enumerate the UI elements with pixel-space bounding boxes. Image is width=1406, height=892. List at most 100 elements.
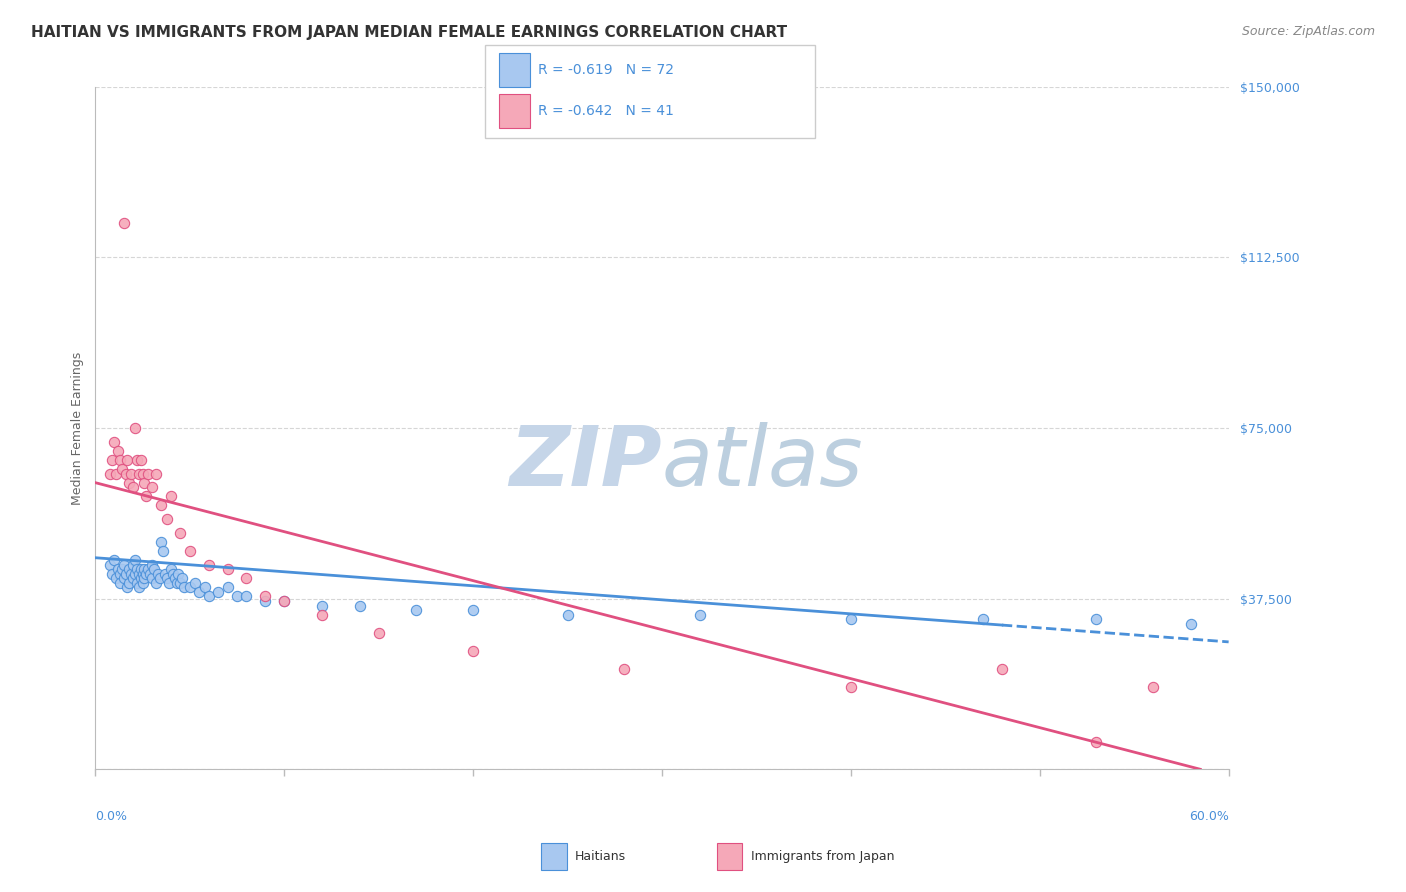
Point	[167, 566, 190, 581]
Point	[217, 562, 239, 576]
Point	[405, 603, 427, 617]
Point	[254, 590, 277, 604]
Point	[207, 585, 229, 599]
Point	[117, 453, 139, 467]
Point	[124, 566, 146, 581]
Point	[197, 558, 219, 572]
Text: ZIP: ZIP	[509, 422, 662, 503]
Point	[125, 453, 148, 467]
Point	[129, 453, 152, 467]
Point	[125, 575, 148, 590]
Point	[134, 475, 156, 490]
Point	[194, 580, 217, 594]
Point	[103, 434, 125, 449]
Point	[122, 571, 145, 585]
Point	[101, 566, 124, 581]
Point	[105, 571, 128, 585]
Point	[134, 571, 156, 585]
Point	[108, 566, 131, 581]
Point	[1085, 612, 1108, 626]
Point	[613, 662, 636, 676]
Point	[131, 467, 153, 481]
Point	[107, 443, 129, 458]
Point	[179, 580, 201, 594]
Point	[122, 558, 145, 572]
Point	[141, 558, 163, 572]
Point	[103, 553, 125, 567]
Point	[125, 562, 148, 576]
Y-axis label: Median Female Earnings: Median Female Earnings	[72, 351, 84, 505]
Point	[156, 571, 179, 585]
Point	[124, 553, 146, 567]
Point	[148, 571, 170, 585]
Point	[160, 489, 183, 503]
Text: atlas: atlas	[662, 422, 863, 503]
Point	[111, 462, 134, 476]
Point	[146, 566, 169, 581]
Point	[273, 594, 295, 608]
Point	[235, 571, 257, 585]
Point	[118, 575, 141, 590]
Point	[197, 590, 219, 604]
Point	[152, 544, 174, 558]
Point	[150, 499, 173, 513]
Point	[972, 612, 994, 626]
Point	[105, 467, 128, 481]
Point	[169, 575, 191, 590]
Point	[100, 558, 122, 572]
Point	[173, 580, 195, 594]
Point	[124, 421, 146, 435]
Point	[349, 599, 371, 613]
Point	[136, 467, 159, 481]
Text: R = -0.642   N = 41: R = -0.642 N = 41	[538, 103, 675, 118]
Point	[112, 216, 135, 230]
Point	[114, 467, 136, 481]
Point	[111, 562, 134, 576]
Point	[217, 580, 239, 594]
Point	[689, 607, 711, 622]
Point	[128, 566, 150, 581]
Point	[157, 575, 180, 590]
Point	[367, 625, 389, 640]
Point	[1142, 681, 1164, 695]
Text: HAITIAN VS IMMIGRANTS FROM JAPAN MEDIAN FEMALE EARNINGS CORRELATION CHART: HAITIAN VS IMMIGRANTS FROM JAPAN MEDIAN …	[31, 25, 787, 40]
Point	[1085, 735, 1108, 749]
Text: Source: ZipAtlas.com: Source: ZipAtlas.com	[1241, 25, 1375, 38]
Point	[131, 566, 153, 581]
Point	[184, 575, 207, 590]
Point	[163, 571, 186, 585]
Point	[135, 566, 157, 581]
Point	[101, 453, 124, 467]
Point	[169, 525, 191, 540]
Text: 0.0%: 0.0%	[96, 810, 128, 823]
Point	[129, 571, 152, 585]
Point	[139, 566, 162, 581]
Point	[129, 562, 152, 576]
Point	[128, 467, 150, 481]
Point	[100, 467, 122, 481]
Point	[179, 544, 201, 558]
Point	[107, 562, 129, 576]
Point	[172, 571, 194, 585]
Point	[128, 580, 150, 594]
Point	[156, 512, 179, 526]
Point	[311, 607, 333, 622]
Point	[112, 571, 135, 585]
Text: Immigrants from Japan: Immigrants from Japan	[751, 850, 894, 863]
Text: R = -0.619   N = 72: R = -0.619 N = 72	[538, 62, 675, 77]
Point	[118, 475, 141, 490]
Point	[114, 566, 136, 581]
Point	[145, 575, 167, 590]
Point	[273, 594, 295, 608]
Point	[839, 681, 862, 695]
Point	[1180, 616, 1202, 631]
Point	[188, 585, 211, 599]
Point	[166, 575, 188, 590]
Point	[155, 566, 177, 581]
Text: 60.0%: 60.0%	[1188, 810, 1229, 823]
Point	[131, 575, 153, 590]
Text: Haitians: Haitians	[575, 850, 626, 863]
Point	[839, 612, 862, 626]
Point	[991, 662, 1014, 676]
Point	[134, 562, 156, 576]
